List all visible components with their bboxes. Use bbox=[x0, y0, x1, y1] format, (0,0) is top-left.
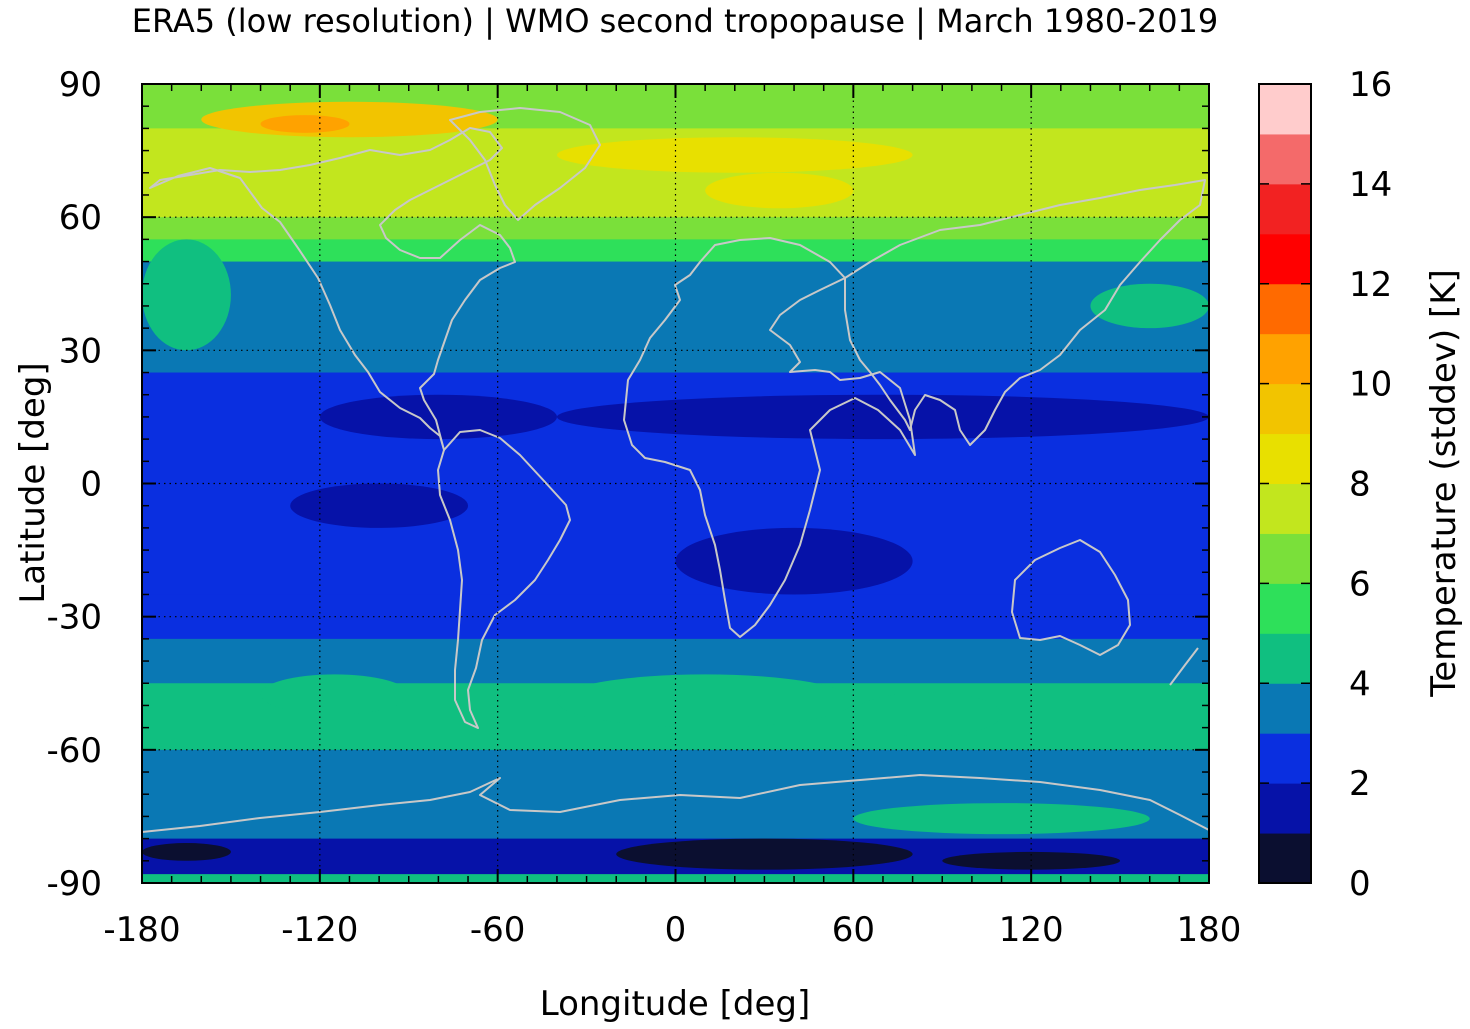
colorbar-tick-label: 16 bbox=[1349, 65, 1392, 105]
x-tick-label: -120 bbox=[281, 910, 358, 950]
heatmap-feature-8 bbox=[260, 674, 409, 715]
x-tick-label: 0 bbox=[665, 910, 687, 950]
colorbar-swatch-7 bbox=[1259, 483, 1311, 534]
colorbar-swatch-6 bbox=[1259, 533, 1311, 584]
colorbar-swatch-0 bbox=[1259, 833, 1311, 884]
coastline-greenland bbox=[449, 107, 601, 221]
coastline-antarctica bbox=[142, 774, 1209, 833]
x-tick-label: -180 bbox=[103, 910, 180, 950]
y-tick-label: 0 bbox=[80, 465, 102, 505]
x-tick-label: 180 bbox=[1177, 910, 1242, 950]
colorbar-swatch-1 bbox=[1259, 783, 1311, 834]
y-tick-label: 90 bbox=[59, 65, 102, 105]
x-axis-label: Longitude [deg] bbox=[540, 984, 811, 1024]
colorbar-swatch-2 bbox=[1259, 733, 1311, 784]
colorbar-swatch-13 bbox=[1259, 183, 1311, 235]
colorbar-swatch-4 bbox=[1259, 633, 1311, 684]
colorbar-swatch-12 bbox=[1259, 233, 1311, 285]
colorbar-swatch-11 bbox=[1259, 283, 1311, 335]
heatmap-feature-15 bbox=[142, 843, 231, 861]
x-tick-label: 60 bbox=[832, 910, 875, 950]
y-tick-label: -30 bbox=[46, 598, 102, 638]
coastline-africa-europe bbox=[623, 237, 916, 638]
coastline-asia bbox=[844, 179, 1206, 446]
colorbar-swatch-3 bbox=[1259, 683, 1311, 734]
heatmap-feature-13 bbox=[616, 838, 913, 870]
x-tick-label: -60 bbox=[470, 910, 526, 950]
heatmap-feature-11 bbox=[290, 483, 469, 528]
colorbar-tick-label: 10 bbox=[1349, 365, 1392, 405]
colorbar-tick-label: 6 bbox=[1349, 564, 1371, 604]
colorbar-swatch-10 bbox=[1259, 333, 1311, 385]
heatmap-feature-2 bbox=[556, 137, 913, 173]
heatmap-feature-3 bbox=[705, 172, 854, 209]
gridlines bbox=[142, 84, 1209, 883]
coastline-australia bbox=[1011, 539, 1131, 656]
y-tick-label: 60 bbox=[59, 198, 102, 238]
heatmap-feature-5 bbox=[1090, 283, 1209, 329]
colorbar-swatch-5 bbox=[1259, 583, 1311, 634]
colorbar bbox=[1259, 84, 1311, 884]
heatmap-feature-10 bbox=[556, 394, 1209, 440]
chart-title: ERA5 (low resolution) | WMO second tropo… bbox=[132, 2, 1219, 40]
colorbar-swatch-9 bbox=[1259, 383, 1311, 435]
colorbar-ticks: 0 2 4 6 8 10 12 14 16 bbox=[1259, 65, 1392, 904]
colorbar-tick-label: 12 bbox=[1349, 265, 1392, 305]
heatmap-feature-1 bbox=[260, 115, 350, 133]
heatmap-feature-6 bbox=[556, 674, 854, 728]
heatmap-feature-4 bbox=[142, 239, 231, 351]
heatmap-feature-16 bbox=[853, 803, 1150, 835]
colorbar-swatch-8 bbox=[1259, 433, 1311, 484]
colorbar-label: Temperature (stddev) [K] bbox=[1424, 269, 1464, 698]
heatmap-band-4 bbox=[142, 261, 1209, 329]
y-tick-label: -90 bbox=[46, 864, 102, 904]
coastline-south-america bbox=[437, 429, 571, 729]
heatmap-band-3 bbox=[142, 239, 1209, 263]
heatmap-feature-9 bbox=[319, 394, 557, 440]
colorbar-tick-label: 14 bbox=[1349, 165, 1392, 205]
colorbar-swatch-14 bbox=[1259, 133, 1311, 185]
y-axis-label: Latitude [deg] bbox=[13, 362, 53, 603]
colorbar-tick-label: 8 bbox=[1349, 465, 1371, 505]
colorbar-tick-label: 2 bbox=[1349, 764, 1371, 804]
coastline-new-zealand bbox=[1169, 647, 1199, 686]
coastlines bbox=[142, 107, 1209, 833]
colorbar-tick-label: 0 bbox=[1349, 864, 1371, 904]
colorbar-swatch-15 bbox=[1259, 84, 1311, 135]
y-tick-label: 30 bbox=[59, 331, 102, 371]
coastline-north-america bbox=[149, 127, 516, 451]
colorbar-tick-label: 4 bbox=[1349, 664, 1371, 704]
axis-ticks: -180 -120 -60 0 60 120 180 90 60 30 0 -30 -60 -90 bbox=[46, 65, 1241, 950]
y-tick-label: -60 bbox=[46, 731, 102, 771]
heatmap-feature-7 bbox=[853, 692, 1002, 737]
heatmap-band-2 bbox=[142, 217, 1209, 240]
x-tick-label: 120 bbox=[999, 910, 1064, 950]
